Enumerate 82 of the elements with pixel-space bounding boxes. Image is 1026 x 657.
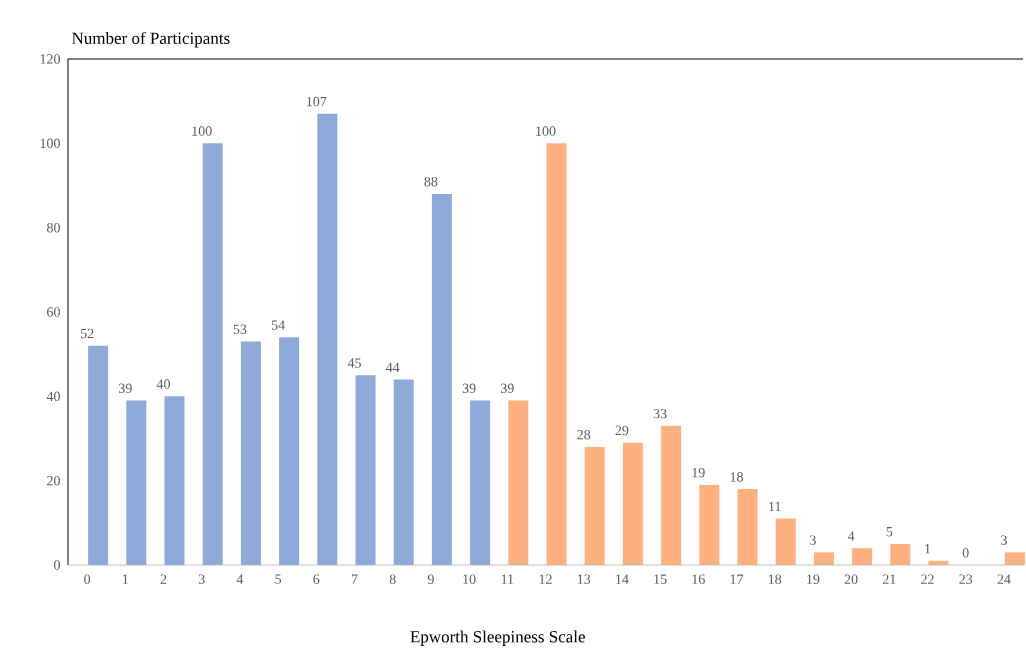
data-label: 3 <box>1001 535 1007 545</box>
data-label: 54 <box>271 320 285 330</box>
data-label: 100 <box>192 126 212 136</box>
y-axis-title: Number of Participants <box>72 31 230 48</box>
x-tick-label: 17 <box>730 574 744 584</box>
data-label: 39 <box>500 383 514 394</box>
data-label: 3 <box>810 535 816 545</box>
data-label: 88 <box>424 176 438 187</box>
x-tick-label: 6 <box>313 574 320 584</box>
bar <box>126 400 147 565</box>
data-label: 107 <box>307 96 327 107</box>
data-label: 18 <box>730 472 743 482</box>
y-tick-label: 40 <box>46 391 60 402</box>
x-tick-label: 13 <box>577 574 591 584</box>
x-tick-label: 7 <box>351 574 358 584</box>
bar <box>279 337 300 565</box>
x-tick-label: 18 <box>768 574 782 584</box>
bar <box>431 193 452 565</box>
x-tick-label: 16 <box>692 574 705 584</box>
x-tick-label: 23 <box>959 574 973 584</box>
data-label: 44 <box>385 362 400 372</box>
data-label: 100 <box>536 126 556 136</box>
y-tick-label: 60 <box>47 307 60 317</box>
bar <box>240 341 261 565</box>
data-label: 39 <box>118 383 132 394</box>
x-axis-title: Epworth Sleepiness Scale <box>410 630 585 646</box>
x-tick-label: 14 <box>616 574 629 584</box>
data-label: 4 <box>847 531 855 541</box>
bar <box>202 143 223 565</box>
bar <box>508 400 529 565</box>
bar <box>852 548 873 565</box>
x-tick-label: 20 <box>844 574 858 584</box>
x-tick-label: 24 <box>997 574 1011 584</box>
x-tick-label: 4 <box>236 574 244 584</box>
x-tick-label: 3 <box>198 574 205 584</box>
x-tick-label: 11 <box>501 574 514 584</box>
data-label: 29 <box>615 425 629 436</box>
x-tick-label: 5 <box>275 574 282 584</box>
bar <box>775 518 796 565</box>
data-label: 1 <box>925 544 931 554</box>
data-label: 28 <box>577 429 591 440</box>
x-tick-label: 21 <box>882 574 896 584</box>
y-tick-label: 20 <box>47 475 60 486</box>
x-tick-label: 15 <box>654 574 667 584</box>
x-tick-label: 2 <box>160 574 167 584</box>
x-tick-label: 19 <box>807 574 820 584</box>
data-label: 19 <box>692 467 705 478</box>
y-tick-label: 80 <box>47 222 60 233</box>
bar <box>546 143 567 565</box>
x-tick-label: 22 <box>921 574 934 584</box>
data-label: 45 <box>347 358 361 368</box>
y-tick-label: 120 <box>40 54 60 64</box>
x-tick-label: 10 <box>463 574 476 584</box>
bar <box>622 442 643 565</box>
data-label: 33 <box>653 408 667 419</box>
x-tick-label: 8 <box>389 574 396 584</box>
x-tick-label: 0 <box>84 574 91 584</box>
bar <box>470 400 491 565</box>
data-label: 11 <box>769 501 781 512</box>
data-label: 52 <box>80 328 94 339</box>
bar <box>813 552 834 565</box>
y-tick-label: 100 <box>40 138 60 149</box>
data-label: 39 <box>462 383 476 394</box>
y-tick-label: 0 <box>54 560 60 570</box>
bar <box>164 396 185 565</box>
x-tick-label: 12 <box>539 574 552 584</box>
bar <box>699 484 720 565</box>
bar <box>355 375 376 565</box>
x-tick-label: 9 <box>427 574 434 584</box>
data-label: 40 <box>156 379 170 389</box>
data-label: 53 <box>233 324 247 334</box>
bar <box>393 379 414 565</box>
data-label: 0 <box>962 548 969 558</box>
bar <box>737 489 758 565</box>
bar <box>584 446 605 565</box>
x-tick-label: 1 <box>123 574 128 584</box>
bar <box>88 345 109 565</box>
data-label: 5 <box>886 527 893 537</box>
bar <box>661 425 682 565</box>
bar <box>1004 552 1025 565</box>
bar <box>317 113 338 565</box>
bar <box>890 543 911 565</box>
